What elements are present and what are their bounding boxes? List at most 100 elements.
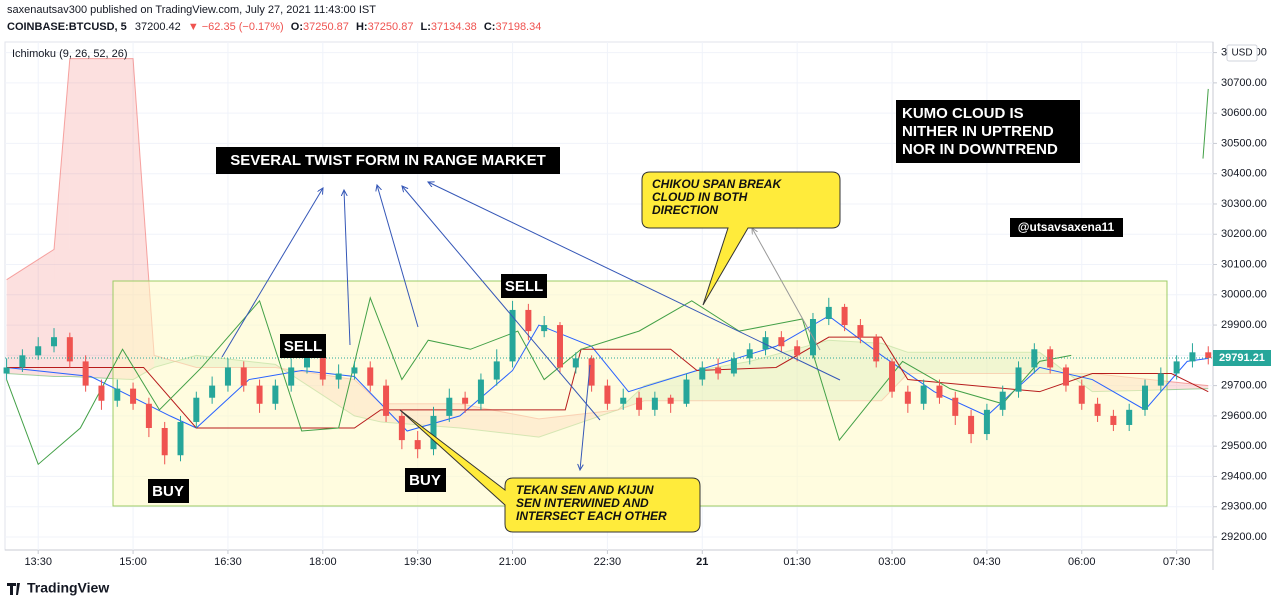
- y-tick-label: 30700.00: [1221, 77, 1267, 89]
- candle-body: [651, 397, 658, 410]
- price: 37200.42: [135, 21, 181, 33]
- ohlc-key: L:: [421, 21, 431, 33]
- ohlc-value: 37198.34: [495, 21, 541, 33]
- candle-body: [224, 367, 231, 386]
- candle-body: [1094, 403, 1101, 416]
- candle-body: [683, 379, 690, 404]
- arrow: [344, 190, 351, 346]
- candle-body: [762, 337, 769, 350]
- candle-body: [351, 367, 358, 374]
- x-tick-label: 22:30: [594, 556, 622, 568]
- arrow: [377, 185, 419, 328]
- kumo-line: NOR IN DOWNTREND: [902, 141, 1058, 158]
- y-tick-label: 30600.00: [1221, 107, 1267, 119]
- callout-line: CLOUD IN BOTH: [652, 190, 748, 204]
- candle-body: [319, 355, 326, 380]
- candle-body: [288, 367, 295, 386]
- x-tick-label: 06:00: [1068, 556, 1096, 568]
- ohlc-key: O:: [291, 21, 303, 33]
- callout-line: SEN INTERWINED AND: [516, 496, 649, 510]
- buy-label: BUY: [409, 472, 441, 489]
- candle-body: [161, 427, 168, 456]
- symbol: COINBASE:BTCUSD, 5: [7, 21, 127, 33]
- twist-note: SEVERAL TWIST FORM IN RANGE MARKET: [230, 152, 546, 169]
- x-tick-label: 07:30: [1163, 556, 1191, 568]
- x-tick-label: 18:00: [309, 556, 337, 568]
- candle-body: [51, 337, 58, 347]
- buy-label: BUY: [152, 483, 184, 500]
- candle-body: [999, 391, 1006, 410]
- candle-body: [1157, 373, 1164, 386]
- candle-body: [446, 397, 453, 416]
- candle-body: [19, 355, 26, 368]
- candle-body: [383, 385, 390, 416]
- annotation-box: [280, 334, 326, 358]
- candle-body: [193, 397, 200, 422]
- x-tick-label: 15:00: [119, 556, 147, 568]
- candle-body: [1078, 385, 1085, 404]
- callout: [641, 171, 841, 306]
- callout-line: CHIKOU SPAN BREAK: [652, 177, 782, 191]
- author-line: saxenautsav300 published on TradingView.…: [7, 4, 376, 16]
- candle-body: [778, 337, 785, 347]
- y-tick-label: 30500.00: [1221, 137, 1267, 149]
- y-tick-label: 29600.00: [1221, 410, 1267, 422]
- candle-body: [746, 349, 753, 359]
- candle-body: [936, 385, 943, 398]
- arrow: [221, 188, 323, 358]
- cloud-fill: [6, 249, 55, 377]
- candle-body: [493, 361, 500, 380]
- currency: USD: [1231, 48, 1252, 59]
- candle-body: [82, 361, 89, 386]
- candle-body: [572, 358, 579, 368]
- candle-body: [335, 373, 342, 380]
- y-tick-label: 29400.00: [1221, 470, 1267, 482]
- y-tick-label: 29500.00: [1221, 440, 1267, 452]
- candle-body: [272, 385, 279, 404]
- last-price-box: [1213, 349, 1271, 366]
- candle-body: [730, 358, 737, 374]
- y-tick-label: 29700.00: [1221, 380, 1267, 392]
- y-tick-label: 29200.00: [1221, 531, 1267, 543]
- candle-body: [841, 306, 848, 326]
- x-tick-label: 16:30: [214, 556, 242, 568]
- candle-body: [509, 309, 516, 362]
- arrow: [580, 364, 591, 470]
- candle-body: [1189, 352, 1196, 362]
- y-tick-label: 29300.00: [1221, 501, 1267, 513]
- candle-body: [130, 388, 137, 404]
- candle-body: [1205, 352, 1212, 359]
- arrow: [402, 186, 601, 421]
- annotation-box: [148, 479, 189, 503]
- arrows: [221, 182, 841, 470]
- y-tick-label: 30000.00: [1221, 289, 1267, 301]
- handle: @utsavsaxena11: [1018, 220, 1115, 234]
- range-box: [112, 280, 1168, 507]
- kumo-line: NITHER IN UPTREND: [902, 123, 1054, 140]
- x-tick-label: 01:30: [783, 556, 811, 568]
- x-tick-label: 21: [696, 556, 708, 568]
- candle-body: [1142, 385, 1149, 410]
- candle-body: [209, 385, 216, 398]
- brand-name: TradingView: [27, 580, 109, 596]
- chikou-note: CHIKOU SPAN BREAK CLOUD IN BOTH DIRECTIO…: [652, 177, 784, 217]
- sell-label: SELL: [505, 278, 543, 295]
- arrow: [428, 182, 841, 381]
- y-tick-label: 30200.00: [1221, 228, 1267, 240]
- candle-body: [367, 367, 374, 386]
- candle-body: [66, 337, 73, 362]
- candle-body: [35, 346, 42, 356]
- candle-body: [477, 379, 484, 404]
- annotation-box: [1010, 218, 1123, 237]
- y-tick-label: 30100.00: [1221, 258, 1267, 270]
- candle-body: [1047, 349, 1054, 368]
- ohlc-value: 37134.38: [431, 21, 477, 33]
- candle-body: [604, 385, 611, 404]
- candle-body: [904, 391, 911, 404]
- ohlc-key: C:: [484, 21, 496, 33]
- x-tick-label: 19:30: [404, 556, 432, 568]
- candle-body: [667, 397, 674, 404]
- candle-body: [968, 415, 975, 435]
- candle-body: [920, 385, 927, 404]
